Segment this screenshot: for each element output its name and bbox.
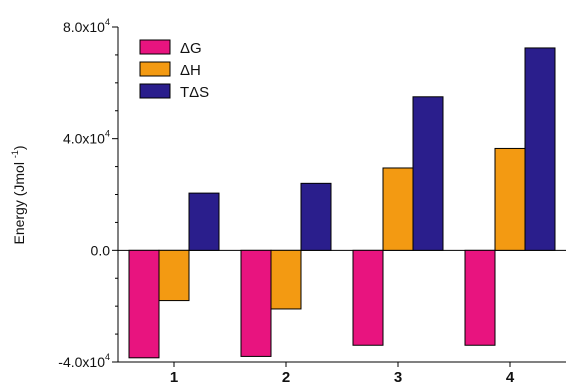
legend-swatch — [139, 39, 171, 55]
bar — [412, 96, 444, 251]
x-tick-label: 4 — [506, 369, 515, 384]
bar — [352, 249, 384, 346]
y-tick-label: 0.0 — [91, 242, 111, 258]
y-tick-label: 4.0x104 — [63, 129, 110, 147]
bar — [464, 249, 496, 346]
bar — [494, 147, 526, 251]
x-categories: 1 2 3 4 — [170, 362, 515, 384]
y-tick-label: -4.0x104 — [58, 352, 110, 370]
bar — [188, 192, 220, 251]
bar — [270, 249, 302, 310]
y-axis-title: Energy (Jmol -1) — [10, 145, 27, 244]
legend-label: ΔH — [180, 62, 201, 79]
x-tick-label: 3 — [394, 369, 402, 384]
x-tick-label: 2 — [282, 369, 290, 384]
bar — [240, 249, 272, 357]
legend-label: TΔS — [180, 84, 209, 101]
bar — [158, 249, 190, 302]
bar — [128, 249, 160, 359]
bars — [128, 47, 556, 359]
legend-swatch — [139, 61, 171, 77]
y-tick-label: 8.0x104 — [63, 17, 110, 35]
legend-label: ΔG — [180, 40, 202, 57]
bar — [524, 47, 556, 251]
legend-swatch — [139, 83, 171, 99]
bar — [382, 167, 414, 251]
x-tick-label: 1 — [170, 369, 178, 384]
y-ticks: -4.0x104 0.0 4.0x104 8.0x104 — [58, 17, 118, 370]
legend: ΔG ΔH TΔS — [139, 39, 209, 101]
bar — [300, 182, 332, 251]
